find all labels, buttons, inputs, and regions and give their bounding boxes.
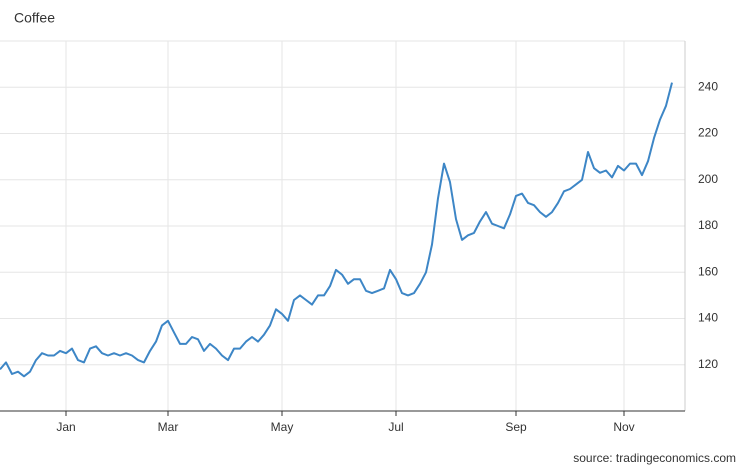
price-line [0,82,673,378]
x-tick-label: Jul [388,420,403,434]
chart-title: Coffee [14,10,55,26]
y-tick-label: 220 [698,126,718,140]
y-tick-label: 240 [698,79,718,93]
y-tick-label: 200 [698,172,718,186]
source-note: source: tradingeconomics.com [573,451,736,465]
x-tick-label: May [271,420,294,434]
x-tick-label: Mar [158,420,179,434]
y-tick-label: 160 [698,264,718,278]
y-tick-label: 120 [698,357,718,371]
x-tick-label: Sep [505,420,527,434]
y-tick-label: 180 [698,218,718,232]
x-tick-label: Jan [56,420,75,434]
y-tick-label: 140 [698,311,718,325]
x-tick-label: Nov [613,420,634,434]
